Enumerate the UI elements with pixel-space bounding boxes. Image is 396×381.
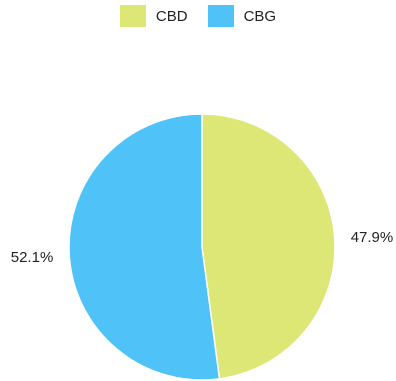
- pie-slice-cbd[interactable]: [201, 113, 336, 380]
- pie-slices: [68, 113, 336, 381]
- legend-label-cbd: CBD: [155, 7, 188, 25]
- pie-slice-cbg[interactable]: [68, 113, 221, 381]
- slice-label-cbd: 47.9%: [351, 229, 394, 246]
- chart-legend: CBD CBG: [0, 5, 396, 27]
- slice-label-cbg: 52.1%: [11, 249, 54, 266]
- legend-swatch-cbd: [119, 5, 146, 27]
- legend-label-cbg: CBG: [243, 7, 277, 25]
- legend-item-cbg[interactable]: CBG: [207, 5, 277, 27]
- legend-swatch-cbg: [207, 5, 234, 27]
- legend-item-cbd[interactable]: CBD: [119, 5, 188, 27]
